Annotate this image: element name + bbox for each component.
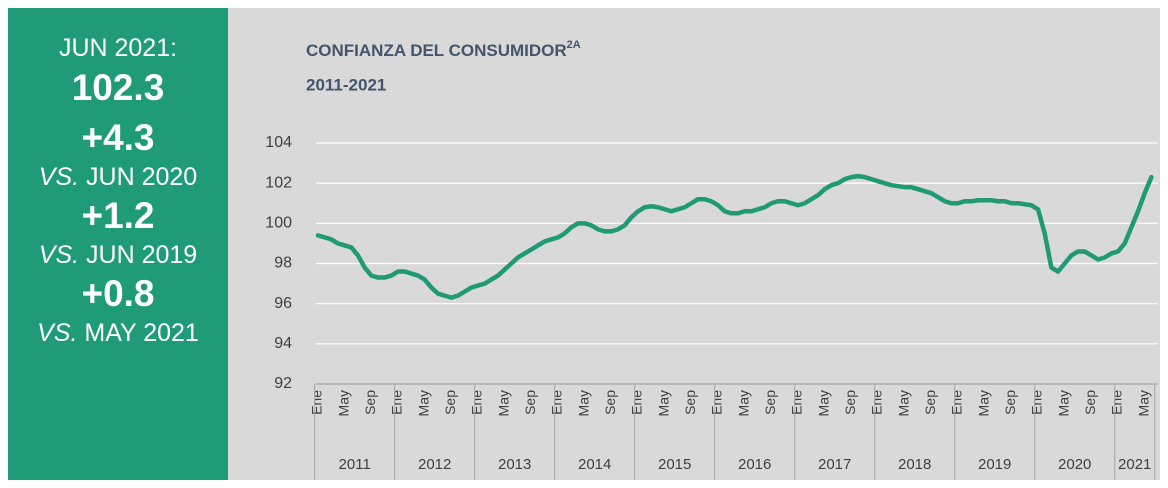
year-label: 2013 bbox=[498, 456, 531, 473]
x-tick-label: Sep bbox=[1002, 390, 1018, 415]
x-tick-label: Ene bbox=[469, 390, 485, 415]
series-line bbox=[315, 173, 1154, 300]
summary-panel: JUN 2021: 102.3 +4.3 VS. JUN 2020 +1.2 VS. … bbox=[8, 8, 228, 480]
year-label: 2012 bbox=[418, 456, 451, 473]
x-tick-label: May bbox=[655, 390, 671, 416]
x-tick-label: May bbox=[975, 390, 991, 416]
x-tick-label: May bbox=[415, 390, 431, 416]
y-tick-label: 102 bbox=[265, 174, 292, 191]
title-text: CONFIANZA DEL CONSUMIDOR bbox=[306, 41, 567, 60]
x-tick-label: Sep bbox=[842, 390, 858, 415]
y-tick-label: 94 bbox=[274, 335, 292, 352]
title-note: 2A bbox=[567, 39, 581, 51]
year-label: 2014 bbox=[578, 456, 611, 473]
x-tick-label: Ene bbox=[309, 390, 325, 415]
x-tick-label: Sep bbox=[922, 390, 938, 415]
x-tick-label: Ene bbox=[549, 390, 565, 415]
x-tick-label: Ene bbox=[789, 390, 805, 415]
comparison-change: +1.2 bbox=[81, 195, 155, 236]
x-tick-label: May bbox=[1135, 390, 1151, 416]
y-tick-label: 98 bbox=[274, 255, 292, 272]
x-tick-label: Sep bbox=[362, 390, 378, 415]
year-label: 2020 bbox=[1058, 456, 1091, 473]
comparisons: +4.3 VS. JUN 2020 +1.2 VS. JUN 2019 +0.8 VS. … bbox=[8, 113, 228, 347]
comparison-change: +4.3 bbox=[81, 117, 155, 158]
comparison-prefix: VS. bbox=[37, 319, 78, 347]
year-label: 2015 bbox=[658, 456, 691, 473]
comparison-label: VS. JUN 2020 bbox=[8, 163, 228, 191]
x-tick-label: May bbox=[1055, 390, 1071, 416]
comparison-period: MAY 2021 bbox=[84, 319, 199, 347]
x-tick-label: Sep bbox=[602, 390, 618, 415]
x-tick-label: May bbox=[495, 390, 511, 416]
comparison-change: +0.8 bbox=[81, 273, 155, 314]
x-tick-label: May bbox=[895, 390, 911, 416]
x-tick-label: Ene bbox=[1029, 390, 1045, 415]
x-tick-label: Ene bbox=[869, 390, 885, 415]
x-tick-label: Ene bbox=[949, 390, 965, 415]
comparison-prefix: VS. bbox=[38, 163, 80, 191]
year-label: 2019 bbox=[978, 456, 1011, 473]
panel-heading: JUN 2021: bbox=[58, 34, 178, 62]
comparison-label: VS. JUN 2019 bbox=[8, 241, 228, 269]
x-tick-label: Sep bbox=[682, 390, 698, 415]
y-tick-label: 96 bbox=[274, 295, 292, 312]
comparison-label: VS. MAY 2021 bbox=[8, 319, 228, 347]
chart-subtitle: 2011-2021 bbox=[306, 75, 386, 94]
x-tick-label: Ene bbox=[709, 390, 725, 415]
x-tick-label: Ene bbox=[389, 390, 405, 415]
x-tick-label: Sep bbox=[522, 390, 538, 415]
x-tick-label: Sep bbox=[442, 390, 458, 415]
x-tick-label: May bbox=[815, 390, 831, 416]
comparison-prefix: VS. bbox=[38, 241, 80, 269]
year-label: 2017 bbox=[818, 456, 851, 473]
year-label: 2021 bbox=[1118, 456, 1151, 473]
x-tick-label: May bbox=[335, 390, 351, 416]
x-tick-label: Sep bbox=[762, 390, 778, 415]
comparison-period: JUN 2020 bbox=[86, 163, 198, 191]
x-tick-label: Ene bbox=[629, 390, 645, 415]
year-label: 2018 bbox=[898, 456, 931, 473]
y-tick-label: 104 bbox=[265, 134, 292, 151]
x-tick-label: Ene bbox=[1109, 390, 1125, 415]
chart-background bbox=[228, 8, 1160, 480]
x-tick-label: Sep bbox=[1082, 390, 1098, 415]
panel-value: 102.3 bbox=[71, 67, 165, 108]
y-tick-label: 100 bbox=[265, 215, 292, 232]
x-tick-label: May bbox=[575, 390, 591, 416]
chart-title: CONFIANZA DEL CONSUMIDOR2A bbox=[306, 39, 581, 61]
year-label: 2016 bbox=[738, 456, 771, 473]
x-tick-label: May bbox=[735, 390, 751, 416]
comparison-period: JUN 2019 bbox=[86, 241, 198, 269]
y-tick-label: 92 bbox=[274, 375, 292, 392]
year-label: 2011 bbox=[339, 456, 371, 473]
